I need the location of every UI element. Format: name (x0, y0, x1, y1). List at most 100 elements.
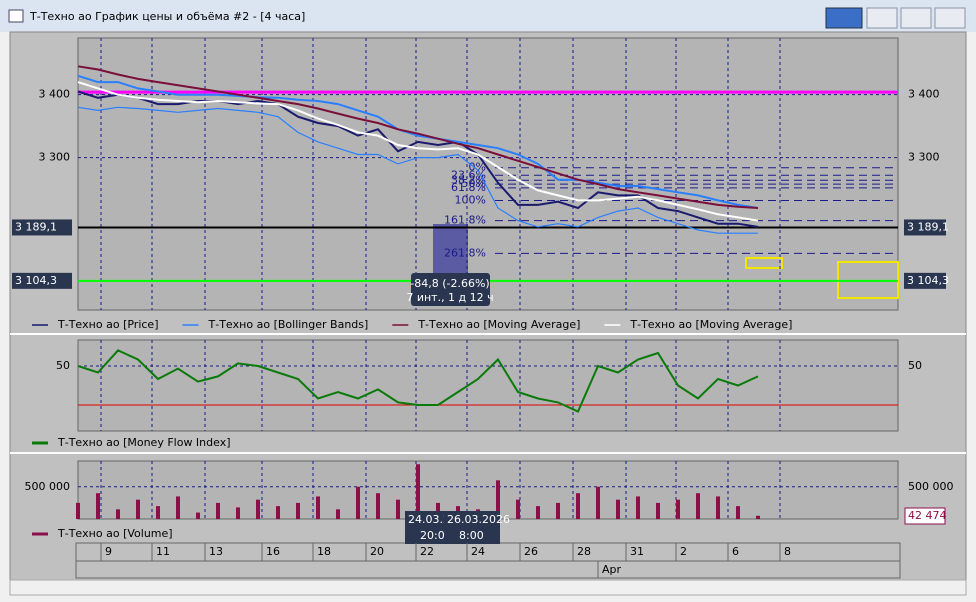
volume-bar (496, 480, 500, 519)
window-title: Т-Техно ао График цены и объёма #2 - [4 … (29, 10, 305, 23)
level-label-box (12, 219, 72, 236)
measure-label: -84,8 (-2.66%) (410, 277, 489, 290)
mfi-panel (77, 339, 899, 432)
date-label: 22 (420, 545, 434, 558)
volume-bar (276, 506, 280, 519)
volume-bar (616, 499, 620, 519)
crosshair-label: 20:0 (420, 529, 445, 542)
legend-label: Т-Техно ао [Volume] (57, 527, 173, 540)
measure-box (411, 273, 490, 306)
level-label: 3 104,3 (907, 274, 949, 287)
legend-label: Т-Техно ао [Moving Average] (629, 318, 792, 331)
volume-bar (196, 512, 200, 519)
y-tick-label: 3 300 (908, 151, 940, 164)
volume-bar (416, 464, 420, 519)
y-tick-label: 500 000 (25, 480, 71, 493)
fib-label: 100% (455, 193, 486, 206)
volume-bar (736, 506, 740, 519)
highlight-box (745, 257, 783, 269)
volume-bar (156, 506, 160, 519)
volume-bar (536, 506, 540, 519)
fib-label: 0% (469, 161, 486, 174)
volume-bar (256, 499, 260, 519)
fib-label: 161.8% (444, 214, 486, 227)
legend-label: Т-Техно ао [Moving Average] (417, 318, 580, 331)
series-line (77, 74, 759, 209)
crosshair-label: 8:00 (459, 529, 484, 542)
volume-bar (396, 499, 400, 519)
fib-label: 38.2% (451, 173, 486, 186)
title-bar (0, 0, 976, 32)
date-label: 28 (577, 545, 591, 558)
y-tick-label: 50 (56, 359, 70, 372)
date-label: 20 (370, 545, 384, 558)
series-line (77, 106, 758, 234)
measure-label: 7 инт., 1 д 12 ч (406, 291, 493, 304)
y-tick-label: 3 400 (908, 88, 940, 101)
date-label: 13 (209, 545, 223, 558)
legend-label: Т-Техно ао [Price] (57, 318, 159, 331)
maximize-button[interactable] (900, 7, 932, 29)
link-button[interactable] (825, 7, 863, 29)
volume-bar (576, 493, 580, 519)
fib-label: 261.8% (444, 246, 486, 259)
fib-label: 50% (462, 177, 486, 190)
date-label: 9 (105, 545, 112, 558)
volume-bar (516, 499, 520, 519)
fib-label: 61.8% (451, 181, 486, 194)
volume-bar (636, 496, 640, 519)
volume-bar (376, 493, 380, 519)
volume-bar (336, 509, 340, 519)
legend-label: Т-Техно ао [Money Flow Index] (57, 436, 231, 449)
date-label: 6 (732, 545, 739, 558)
level-label-box (12, 272, 72, 289)
volume-panel (77, 460, 899, 520)
date-label: 2 (680, 545, 687, 558)
y-tick-label: 500 000 (908, 480, 954, 493)
volume-bar (756, 515, 760, 519)
level-label: 3 189,1 (15, 220, 57, 233)
y-tick-label: 50 (908, 359, 922, 372)
y-tick-label: 3 300 (39, 151, 71, 164)
volume-bar (656, 502, 660, 519)
scrollbar[interactable] (9, 579, 967, 596)
volume-bar (716, 496, 720, 519)
volume-bar (556, 502, 560, 519)
window-icon (8, 9, 24, 23)
volume-bar (136, 499, 140, 519)
fib-label: 23.6% (451, 168, 486, 181)
crosshair-label: 24.03.2 (408, 513, 450, 526)
crosshair-label: 26.03.2026 (447, 513, 510, 526)
volume-bar (696, 493, 700, 519)
measure-area (433, 224, 468, 275)
date-label: 8 (784, 545, 791, 558)
volume-bar (296, 502, 300, 519)
volume-bar (216, 502, 220, 519)
volume-bar (116, 509, 120, 519)
volume-bar (76, 502, 80, 519)
series-line (77, 349, 759, 413)
volume-bar (676, 499, 680, 519)
date-label: 18 (317, 545, 331, 558)
month-label: Apr (602, 563, 622, 576)
last-label: 42 474 (908, 509, 947, 522)
date-label: 31 (630, 545, 644, 558)
volume-bar (176, 496, 180, 519)
level-label-box (904, 272, 946, 289)
date-label: 16 (266, 545, 280, 558)
volume-bar (96, 493, 100, 519)
volume-bar (316, 496, 320, 519)
legend-label: Т-Техно ао [Bollinger Bands] (208, 318, 369, 331)
level-label: 3 104,3 (15, 274, 57, 287)
crosshair-box (405, 511, 445, 544)
series-line (77, 65, 759, 209)
close-button[interactable] (934, 7, 966, 29)
date-label: 24 (471, 545, 485, 558)
minimize-button[interactable] (866, 7, 898, 29)
series-line (77, 81, 759, 222)
price-panel (77, 37, 899, 311)
y-tick-label: 3 400 (39, 88, 71, 101)
volume-bar (436, 502, 440, 519)
